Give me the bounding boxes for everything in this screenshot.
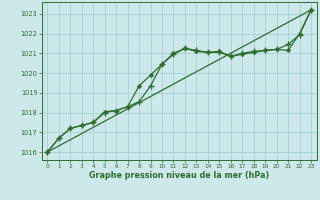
X-axis label: Graphe pression niveau de la mer (hPa): Graphe pression niveau de la mer (hPa)	[89, 171, 269, 180]
